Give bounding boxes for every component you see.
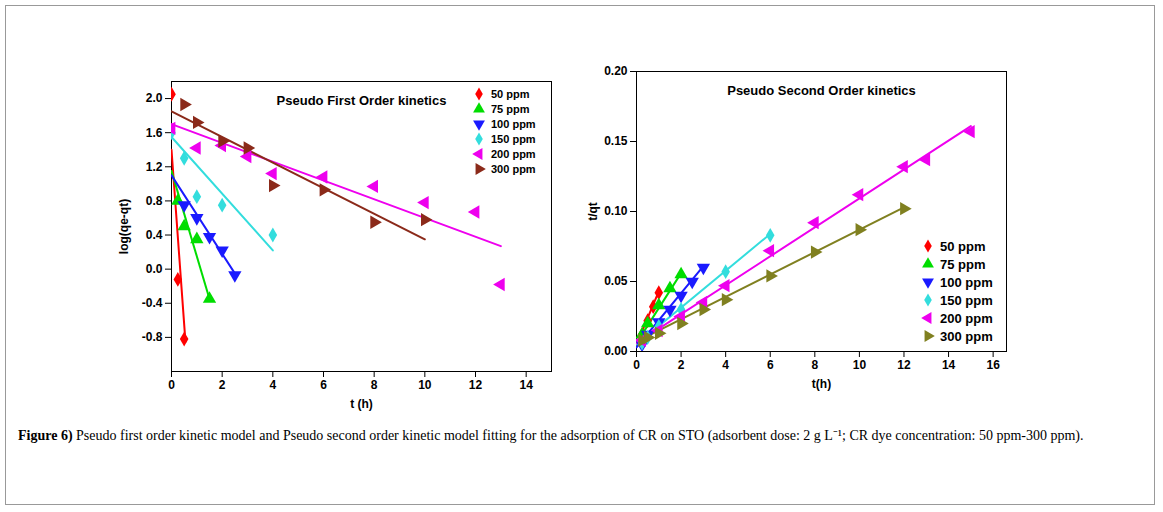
html-text:75 ppm: 75 ppm — [491, 102, 530, 115]
svg-text:0.15: 0.15 — [604, 134, 628, 148]
svg-text:1.2: 1.2 — [146, 160, 163, 174]
svg-text:0.00: 0.00 — [604, 344, 628, 358]
html-text:50 ppm: 50 ppm — [940, 238, 986, 254]
svg-text:8: 8 — [811, 358, 818, 372]
svg-text:-0.8: -0.8 — [142, 330, 163, 344]
html-text:300 ppm: 300 ppm — [491, 162, 536, 175]
svg-text:12: 12 — [897, 358, 911, 372]
html-text:75 ppm: 75 ppm — [940, 256, 986, 272]
svg-text:10: 10 — [853, 358, 867, 372]
svg-text:Pseudo Second Order kinetics: Pseudo Second Order kinetics — [727, 83, 916, 98]
svg-text:0.4: 0.4 — [146, 228, 163, 242]
svg-text:t/qt: t/qt — [586, 202, 600, 221]
svg-text:t (h): t (h) — [350, 397, 373, 411]
svg-text:2: 2 — [678, 358, 685, 372]
svg-text:2.0: 2.0 — [146, 91, 163, 105]
svg-text:Pseudo First Order kinetics: Pseudo First Order kinetics — [277, 93, 447, 108]
svg-text:-0.4: -0.4 — [142, 296, 163, 310]
html-text:300 ppm: 300 ppm — [940, 328, 993, 344]
html-text:200 ppm: 200 ppm — [491, 147, 536, 160]
html-text:150 ppm: 150 ppm — [940, 292, 993, 308]
svg-text:0.20: 0.20 — [604, 64, 628, 78]
html-text:150 ppm: 150 ppm — [491, 132, 536, 145]
svg-text:0: 0 — [168, 378, 175, 392]
svg-text:1.6: 1.6 — [146, 126, 163, 140]
html-text:100 ppm: 100 ppm — [491, 117, 536, 130]
svg-text:14: 14 — [942, 358, 956, 372]
svg-text:0.0: 0.0 — [146, 262, 163, 276]
svg-text:14: 14 — [519, 378, 533, 392]
svg-text:10: 10 — [418, 378, 432, 392]
svg-text:16: 16 — [986, 358, 1000, 372]
svg-text:6: 6 — [767, 358, 774, 372]
svg-text:0.10: 0.10 — [604, 204, 628, 218]
svg-text:0.05: 0.05 — [604, 274, 628, 288]
svg-text:8: 8 — [371, 378, 378, 392]
svg-text:4: 4 — [722, 358, 729, 372]
html-text:Figure 6) Pseudo first order k: Figure 6) Pseudo first order kinetic mod… — [18, 428, 1084, 443]
html-text:200 ppm: 200 ppm — [940, 310, 993, 326]
svg-text:4: 4 — [269, 378, 276, 392]
svg-text:log(qe-qt): log(qe-qt) — [117, 199, 131, 254]
svg-text:12: 12 — [469, 378, 483, 392]
svg-text:t(h): t(h) — [812, 377, 831, 391]
svg-text:0.8: 0.8 — [146, 194, 163, 208]
html-text:100 ppm: 100 ppm — [940, 274, 993, 290]
html-text:50 ppm: 50 ppm — [491, 87, 530, 100]
svg-text:0: 0 — [633, 358, 640, 372]
svg-text:6: 6 — [320, 378, 327, 392]
svg-text:2: 2 — [219, 378, 226, 392]
